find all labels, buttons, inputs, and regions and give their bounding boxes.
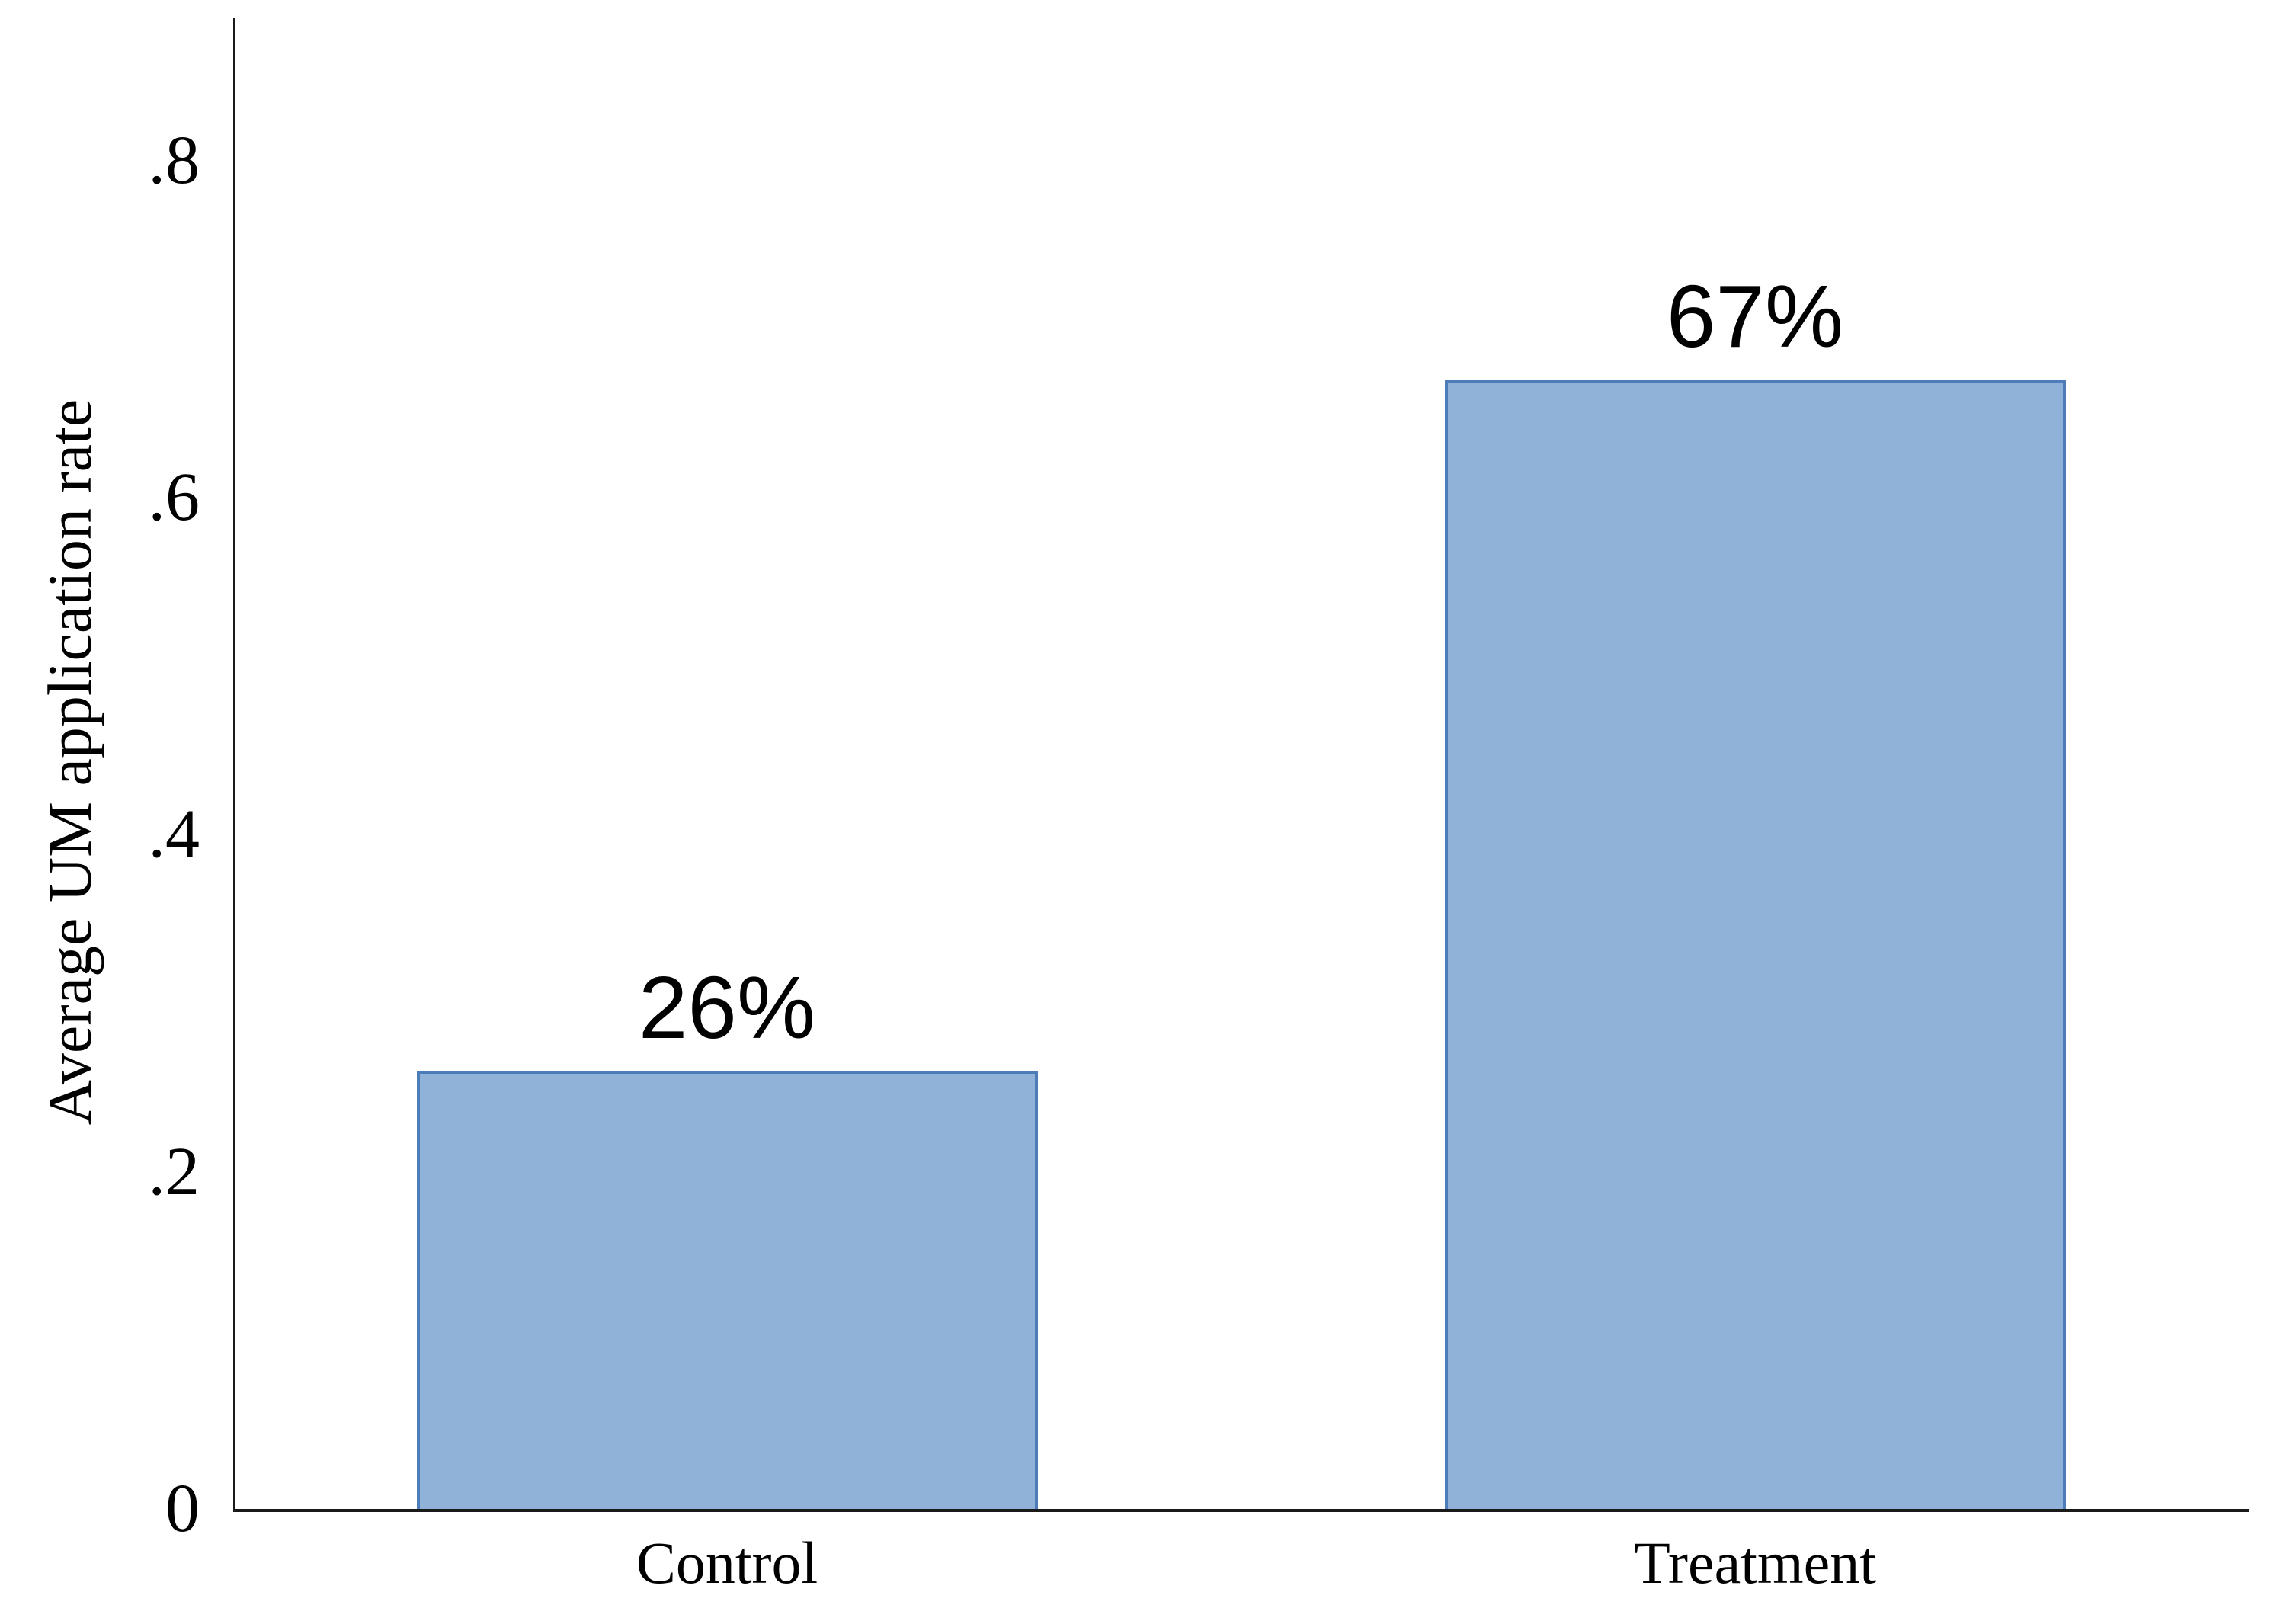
y-tick-label-0: 0	[165, 1471, 200, 1546]
plot-area	[233, 18, 2249, 1512]
y-tick-label-6: .6	[148, 460, 200, 536]
y-tick-label-2: .2	[148, 1133, 200, 1209]
x-category-label-control: Control	[636, 1530, 818, 1596]
bar-value-label-treatment: 67%	[1666, 267, 1844, 367]
bar-treatment	[1444, 380, 2066, 1509]
y-tick-label-4: .4	[148, 796, 200, 873]
x-category-label-treatment: Treatment	[1634, 1530, 1876, 1596]
bar-value-label-control: 26%	[638, 958, 816, 1058]
bar-control	[416, 1071, 1038, 1509]
y-tick-label-8: .8	[148, 122, 200, 198]
